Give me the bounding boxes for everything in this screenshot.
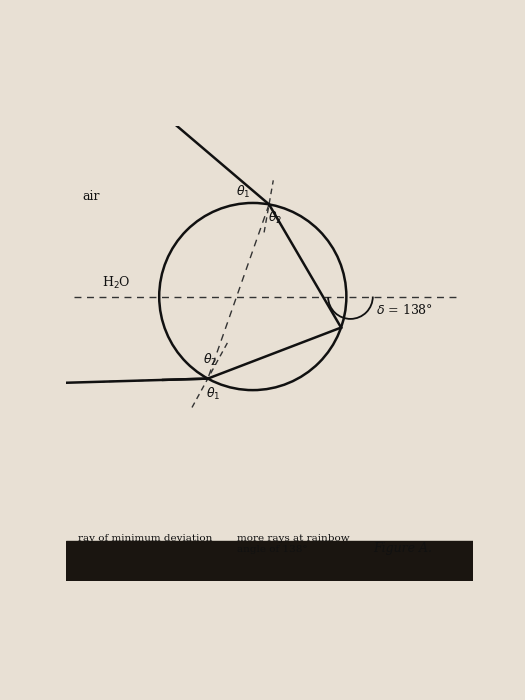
Text: air: air <box>82 190 99 203</box>
Bar <box>66 540 472 581</box>
Text: $\theta_1$: $\theta_1$ <box>236 184 250 200</box>
Text: H$_2$O: H$_2$O <box>102 275 131 291</box>
Text: ray of minimum deviation: ray of minimum deviation <box>78 534 212 543</box>
Text: $\theta_1$: $\theta_1$ <box>205 386 220 402</box>
Text: $\theta_2$: $\theta_2$ <box>203 352 217 368</box>
Text: $\delta$ = 138°: $\delta$ = 138° <box>376 303 433 317</box>
Text: $\theta_2$: $\theta_2$ <box>268 210 282 226</box>
Text: more rays at rainbow
angle of 138°: more rays at rainbow angle of 138° <box>236 534 349 554</box>
Text: Figure A.: Figure A. <box>373 542 432 555</box>
